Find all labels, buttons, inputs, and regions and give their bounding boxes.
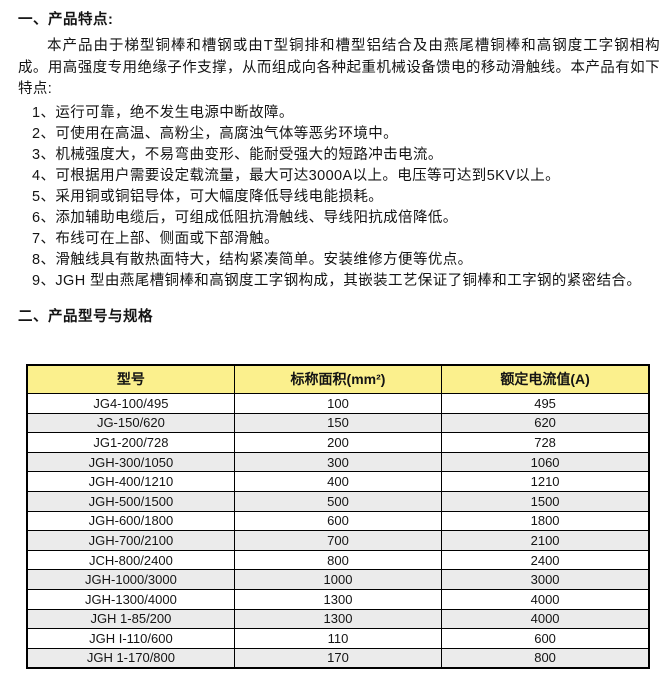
cell-current: 3000: [441, 569, 650, 590]
cell-current: 1060: [441, 451, 650, 473]
feature-item-1: 1、运行可靠，绝不发生电源中断故障。: [32, 104, 294, 121]
cell-model: JGH-1300/4000: [26, 588, 235, 610]
cell-current: 1500: [441, 490, 650, 512]
feature-list: 1、运行可靠，绝不发生电源中断故障。 2、可使用在高温、高粉尘，高腐浊气体等恶劣…: [32, 103, 660, 292]
feature-item-9: 9、JGH 型由燕尾槽铜棒和高钢度工字钢构成，其嵌装工艺保证了铜棒和工字钢的紧密…: [32, 272, 642, 289]
table-row: JG1-200/728 200 728: [26, 432, 650, 453]
cell-model: JGH-1000/3000: [26, 569, 235, 590]
cell-current: 600: [441, 628, 650, 649]
table-row: JGH-500/1500 500 1500: [26, 490, 650, 512]
feature-item-5: 5、采用铜或铜铝导体，可大幅度降低导线电能损耗。: [32, 188, 384, 205]
section2-heading: 二、产品型号与规格: [18, 308, 153, 325]
cell-model: JG-150/620: [26, 412, 235, 434]
cell-area: 1000: [233, 569, 443, 590]
cell-model: JGH-300/1050: [26, 451, 235, 473]
cell-model: JGH-500/1500: [26, 490, 235, 512]
table-row: JGH-400/1210 400 1210: [26, 471, 650, 492]
feature-item-3: 3、机械强度大，不易弯曲变形、能耐受强大的短路冲击电流。: [32, 146, 443, 163]
cell-area: 1300: [233, 608, 443, 630]
cell-model: JG1-200/728: [26, 432, 235, 453]
feature-item-7: 7、布线可在上部、侧面或下部滑触。: [32, 230, 279, 247]
cell-area: 800: [233, 549, 443, 571]
cell-current: 1800: [441, 510, 650, 532]
table-row: JGH-600/1800 600 1800: [26, 510, 650, 532]
feature-item-4: 4、可根据用户需要设定载流量，最大可达3000A以上。电压等可达到5KV以上。: [32, 167, 560, 184]
cell-area: 200: [233, 432, 443, 453]
cell-model: JGH-400/1210: [26, 471, 235, 492]
section1-intro-paragraph: 本产品由于梯型铜棒和槽钢或由T型铜排和槽型铝结合及由燕尾槽铜棒和高钢度工字钢相构…: [18, 38, 660, 97]
table-row: JGH-1300/4000 1300 4000: [26, 588, 650, 610]
cell-area: 400: [233, 471, 443, 492]
table-row: JG4-100/495 100 495: [26, 393, 650, 414]
table-header-row: 型号 标称面积(mm²) 额定电流值(A): [26, 364, 650, 394]
table-row: JGH 1-85/200 1300 4000: [26, 608, 650, 630]
cell-current: 2400: [441, 549, 650, 571]
table-row: JGH-700/2100 700 2100: [26, 530, 650, 551]
cell-current: 1210: [441, 471, 650, 492]
spec-table: 型号 标称面积(mm²) 额定电流值(A) JG4-100/495 100 495 J…: [26, 363, 650, 669]
table-row: JG-150/620 150 620: [26, 412, 650, 434]
col-header-area: 标称面积(mm²): [233, 364, 443, 394]
table-row: JCH-800/2400 800 2400: [26, 549, 650, 571]
cell-area: 150: [233, 412, 443, 434]
cell-model: JCH-800/2400: [26, 549, 235, 571]
section1-heading: 一、产品特点:: [18, 12, 114, 28]
cell-current: 4000: [441, 588, 650, 610]
cell-area: 700: [233, 530, 443, 551]
table-row: JGH-300/1050 300 1060: [26, 451, 650, 473]
cell-area: 500: [233, 490, 443, 512]
cell-current: 728: [441, 432, 650, 453]
cell-model: JG4-100/495: [26, 393, 235, 414]
col-header-model: 型号: [26, 364, 235, 394]
col-header-current: 额定电流值(A): [441, 364, 650, 394]
table-row: JGH I-110/600 110 600: [26, 628, 650, 649]
cell-current: 800: [441, 647, 650, 669]
feature-item-8: 8、滑触线具有散热面特大，结构紧凑简单。安装维修方便等优点。: [32, 251, 473, 268]
cell-area: 170: [233, 647, 443, 669]
feature-item-6: 6、添加辅助电缆后，可组成低阻抗滑触线、导线阳抗成倍降低。: [32, 209, 458, 226]
table-row: JGH 1-170/800 170 800: [26, 647, 650, 669]
cell-area: 300: [233, 451, 443, 473]
table-row: JGH-1000/3000 1000 3000: [26, 569, 650, 590]
cell-current: 4000: [441, 608, 650, 630]
cell-model: JGH 1-170/800: [26, 647, 235, 669]
cell-current: 495: [441, 393, 650, 414]
cell-area: 1300: [233, 588, 443, 610]
cell-model: JGH I-110/600: [26, 628, 235, 649]
cell-model: JGH 1-85/200: [26, 608, 235, 630]
cell-area: 110: [233, 628, 443, 649]
feature-item-2: 2、可使用在高温、高粉尘，高腐浊气体等恶劣环境中。: [32, 125, 399, 142]
cell-area: 100: [233, 393, 443, 414]
cell-current: 620: [441, 412, 650, 434]
cell-model: JGH-700/2100: [26, 530, 235, 551]
cell-model: JGH-600/1800: [26, 510, 235, 532]
cell-current: 2100: [441, 530, 650, 551]
cell-area: 600: [233, 510, 443, 532]
